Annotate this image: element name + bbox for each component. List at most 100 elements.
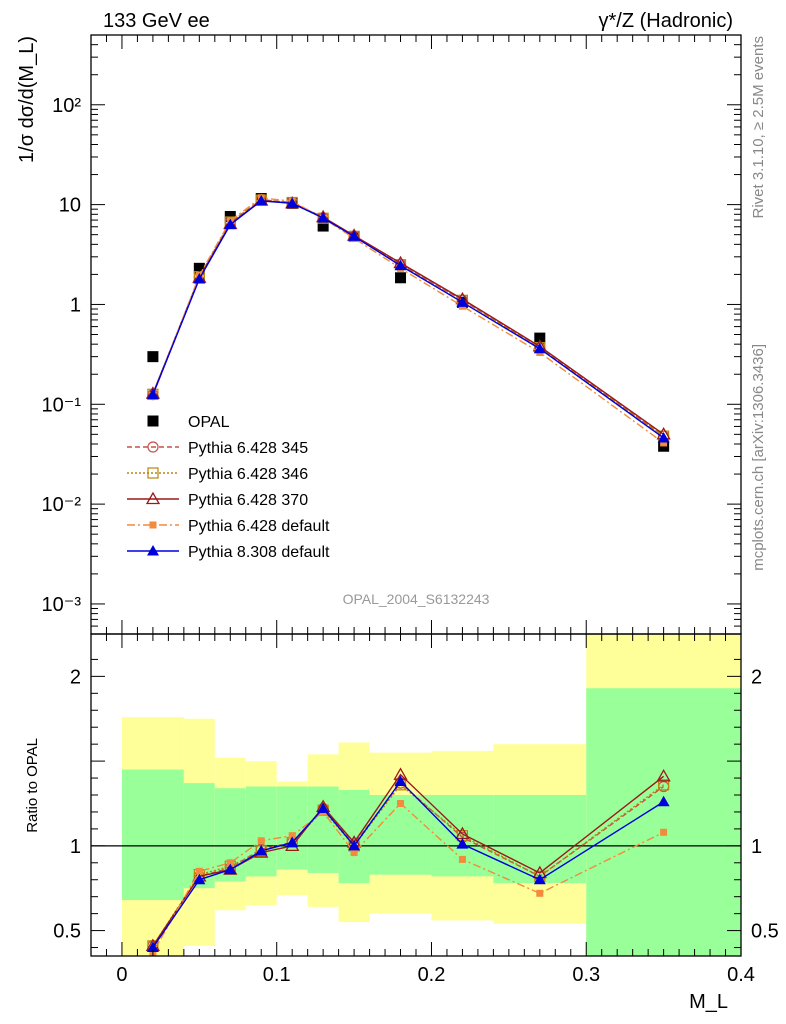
- legend-label: Pythia 6.428 default: [188, 518, 330, 535]
- series-pythia-6-428-default: [149, 194, 668, 447]
- ratio-panel-series: [145, 767, 671, 957]
- data-point-marker: [395, 272, 407, 284]
- analysis-watermark: OPAL_2004_S6132243: [343, 591, 490, 607]
- stat-uncertainty-band: [121, 769, 184, 901]
- data-point-marker: [348, 230, 361, 241]
- x-tick-label: 0.4: [727, 964, 755, 986]
- ratio-y-tick-label: 2: [70, 666, 81, 688]
- series-line: [152, 198, 665, 437]
- legend-entry: Pythia 6.428 370: [127, 491, 308, 509]
- data-point-marker: [286, 836, 299, 847]
- data-point-marker: [286, 197, 299, 208]
- data-point-marker: [534, 332, 546, 344]
- data-point-marker: [147, 441, 159, 453]
- legend-label: Pythia 8.308 default: [188, 544, 330, 561]
- series-pythia-8-308-default: [146, 775, 670, 953]
- data-point-marker: [458, 855, 466, 863]
- data-point-marker: [533, 342, 546, 354]
- main-ylabel: 1/σ dσ/d(M_L): [16, 36, 38, 163]
- y-tick-label: 10⁻³: [42, 594, 82, 616]
- data-point-marker: [656, 769, 671, 782]
- series-line: [152, 782, 665, 947]
- data-point-marker: [350, 849, 358, 857]
- data-point-marker: [224, 218, 237, 230]
- data-point-marker: [147, 545, 159, 556]
- x-tick-label: 0.1: [263, 964, 291, 986]
- data-point-marker: [193, 262, 205, 274]
- data-point-marker: [394, 775, 407, 786]
- legend-label: Pythia 6.428 370: [188, 492, 308, 509]
- stat-uncertainty-band: [369, 795, 432, 875]
- header-left-label: 133 GeV ee: [103, 10, 210, 32]
- stat-uncertainty-band: [276, 786, 308, 870]
- data-point-marker: [660, 439, 668, 447]
- x-axis-label: M_L: [689, 991, 728, 1013]
- x-tick-label: 0.3: [572, 964, 600, 986]
- series-line: [152, 200, 665, 439]
- legend-entry: Pythia 8.308 default: [127, 544, 330, 561]
- data-point-marker: [149, 521, 157, 529]
- data-point-marker: [288, 832, 296, 840]
- data-point-marker: [226, 859, 234, 867]
- stat-uncertainty-band: [245, 786, 277, 877]
- data-point-marker: [348, 839, 361, 851]
- y-tick-label: 10⁻¹: [42, 394, 82, 416]
- data-point-marker: [147, 467, 159, 479]
- ratio-y-tick-label: 1: [751, 836, 762, 858]
- rivet-version-label: Rivet 3.1.10, ≥ 2.5M events: [750, 36, 767, 219]
- legend-entry: Pythia 6.428 default: [127, 518, 330, 535]
- legend-entry: Pythia 6.428 345: [127, 440, 308, 457]
- series-pythia-8-308-default: [146, 194, 670, 443]
- legend: OPAL Pythia 6.428 345 Pythia 6.428 346 Pyth…: [127, 414, 330, 561]
- data-point-marker: [193, 873, 206, 885]
- stat-uncertainty-band: [586, 688, 741, 956]
- data-point-marker: [255, 194, 268, 206]
- axis-ticks: 10⁻³ 10⁻² 10⁻¹ 1 10 10² 0.5 0.5 1 1 2 2 0 0.1 0.2 0.3 0.…: [42, 34, 779, 986]
- legend-entry: OPAL: [147, 414, 230, 431]
- legend-label: OPAL: [188, 414, 230, 431]
- series-line: [152, 197, 665, 444]
- ratio-y-tick-label: 2: [751, 666, 762, 688]
- data-point-marker: [193, 272, 206, 284]
- mcplots-label: mcplots.cern.ch [arXiv:1306.3436]: [750, 344, 767, 571]
- data-point-marker: [317, 802, 330, 814]
- x-tick-label: 0.2: [418, 964, 446, 986]
- x-tick-label: 0: [116, 964, 127, 986]
- data-point-marker: [317, 220, 329, 232]
- data-point-marker: [536, 889, 544, 897]
- data-point-marker: [533, 873, 546, 885]
- main-panel-series: [145, 193, 671, 452]
- data-point-marker: [456, 296, 469, 307]
- data-point-marker: [657, 795, 670, 807]
- ratio-y-tick-label: 0.5: [751, 921, 779, 943]
- legend-label: Pythia 6.428 346: [188, 466, 308, 483]
- data-point-marker: [147, 351, 159, 363]
- y-tick-label: 10⁻²: [42, 494, 82, 516]
- stat-uncertainty-band: [307, 786, 339, 873]
- y-tick-label: 10²: [52, 95, 81, 117]
- data-point-marker: [147, 415, 159, 427]
- ratio-y-tick-label: 1: [70, 836, 81, 858]
- data-point-marker: [255, 844, 268, 856]
- series-line: [152, 199, 665, 437]
- y-tick-label: 10: [59, 195, 81, 217]
- data-point-marker: [257, 837, 265, 845]
- data-point-marker: [394, 259, 407, 271]
- series-line: [152, 199, 665, 435]
- y-tick-label: 1: [70, 294, 81, 316]
- data-point-marker: [224, 863, 237, 875]
- data-point-marker: [146, 941, 159, 953]
- legend-entry: Pythia 6.428 346: [127, 466, 308, 483]
- ratio-ylabel: Ratio to OPAL: [24, 738, 41, 833]
- data-point-marker: [145, 491, 161, 505]
- stat-uncertainty-band: [493, 795, 587, 884]
- ratio-y-tick-label: 0.5: [53, 921, 81, 943]
- data-point-marker: [660, 828, 668, 836]
- data-point-marker: [397, 799, 405, 807]
- ratio-uncertainty-bands: [121, 634, 741, 956]
- data-point-marker: [658, 779, 670, 791]
- data-point-marker: [195, 867, 203, 875]
- header-right-label: γ*/Z (Hadronic): [599, 10, 733, 32]
- data-point-marker: [456, 838, 469, 849]
